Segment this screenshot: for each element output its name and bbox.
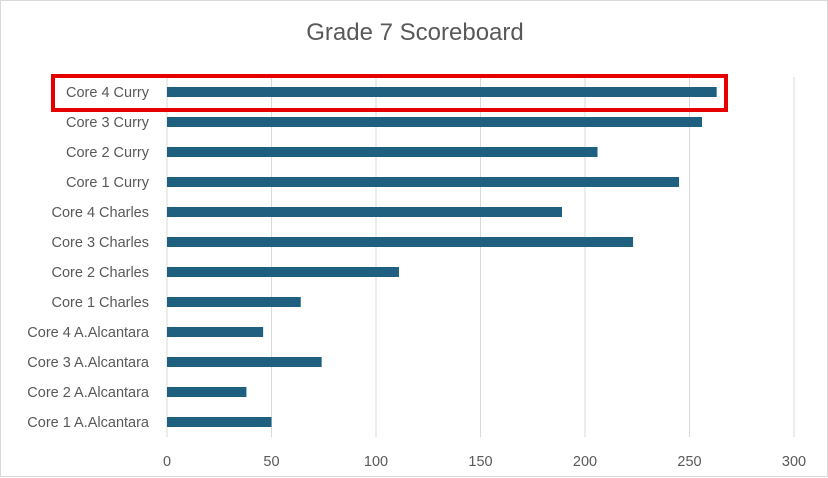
- bar-core-1-charles: [167, 297, 301, 307]
- bar-core-2-a-alcantara: [167, 387, 247, 397]
- x-tick-label: 300: [782, 454, 806, 470]
- x-tick-label: 200: [573, 454, 597, 470]
- category-label: Core 1 Curry: [66, 175, 150, 191]
- category-label: Core 2 Charles: [51, 265, 149, 281]
- bar-core-1-a-alcantara: [167, 417, 272, 427]
- x-tick-label: 250: [677, 454, 701, 470]
- bar-core-3-curry: [167, 117, 703, 127]
- bar-core-2-charles: [167, 267, 399, 277]
- bar-core-4-charles: [167, 207, 563, 217]
- x-tick-label: 150: [468, 454, 492, 470]
- category-label: Core 3 Charles: [51, 235, 149, 251]
- category-label: Core 1 Charles: [51, 295, 149, 311]
- x-tick-label: 0: [163, 454, 171, 470]
- bar-core-1-curry: [167, 177, 680, 187]
- bar-core-4-curry: [167, 87, 717, 97]
- category-label: Core 3 A.Alcantara: [27, 355, 150, 371]
- category-label: Core 4 Curry: [66, 85, 150, 101]
- bar-core-3-charles: [167, 237, 634, 247]
- bar-core-3-a-alcantara: [167, 357, 322, 367]
- category-label: Core 4 A.Alcantara: [27, 325, 150, 341]
- x-tick-label: 50: [263, 454, 279, 470]
- category-label: Core 1 A.Alcantara: [27, 415, 150, 431]
- category-label: Core 4 Charles: [51, 205, 149, 221]
- category-label: Core 3 Curry: [66, 115, 150, 131]
- category-label: Core 2 A.Alcantara: [27, 385, 150, 401]
- chart-title: Grade 7 Scoreboard: [306, 19, 524, 46]
- bar-core-2-curry: [167, 147, 598, 157]
- x-tick-label: 100: [364, 454, 388, 470]
- highlight-box: [51, 74, 728, 112]
- bar-core-4-a-alcantara: [167, 327, 264, 337]
- category-label: Core 2 Curry: [66, 145, 150, 161]
